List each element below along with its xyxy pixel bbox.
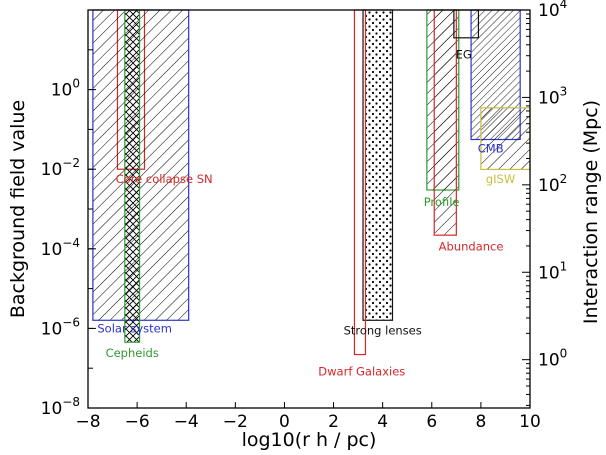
right-tick-label: 104 xyxy=(538,0,567,21)
left-tick-label: 10−2 xyxy=(41,156,80,180)
x-tick-label: −8 xyxy=(75,412,100,432)
x-tick-label: 8 xyxy=(475,412,486,432)
right-tick-label: 101 xyxy=(538,259,567,283)
label-gisw: gISW xyxy=(486,172,515,186)
left-tick-label: 10−4 xyxy=(41,236,80,260)
right-axis-label: Interaction range (Mpc) xyxy=(580,100,602,324)
x-tick-label: 10 xyxy=(519,412,541,432)
right-tick-label: 103 xyxy=(538,84,567,108)
left-axis-label: Background field value xyxy=(7,100,29,318)
x-tick-label: 0 xyxy=(279,412,290,432)
x-tick-label: 4 xyxy=(377,412,388,432)
label-cmb: CMB xyxy=(478,141,504,155)
x-tick-label: −6 xyxy=(125,412,150,432)
label-abundance: Abundance xyxy=(439,240,504,254)
label-core-collapse-sn: Core collapse SN xyxy=(116,172,213,186)
left-tick-label: 10−6 xyxy=(41,315,80,339)
x-tick-label: −4 xyxy=(174,412,199,432)
left-tick-label: 100 xyxy=(51,77,80,101)
label-cepheids: Cepheids xyxy=(106,346,159,360)
x-tick-label: −2 xyxy=(223,412,248,432)
label-dwarf-galaxies: Dwarf Galaxies xyxy=(318,365,405,379)
label-profile: Profile xyxy=(424,195,460,209)
region-strong-lenses xyxy=(362,9,394,321)
x-axis-label: log10(r h / pc) xyxy=(242,429,377,451)
label-strong-lenses: Strong lenses xyxy=(344,324,422,338)
region-gisw xyxy=(480,107,531,171)
label-solar-system: Solar system xyxy=(97,321,172,335)
x-tick-label: 2 xyxy=(328,412,339,432)
region-labels: Core collapse SN Solar system Cepheids Stro… xyxy=(97,48,515,379)
right-tick-label: 102 xyxy=(538,172,567,196)
region-solar-system xyxy=(92,9,190,321)
left-tick-label: 10−8 xyxy=(41,395,80,419)
axes: −8 −6 −4 −2 0 2 4 6 8 10 10−8 10−6 10−4 10−2 100 100 101… xyxy=(41,0,568,432)
x-tick-label: 6 xyxy=(426,412,437,432)
right-tick-label: 100 xyxy=(538,347,567,371)
plot-frame xyxy=(87,9,531,409)
label-eg: EG xyxy=(456,48,472,62)
